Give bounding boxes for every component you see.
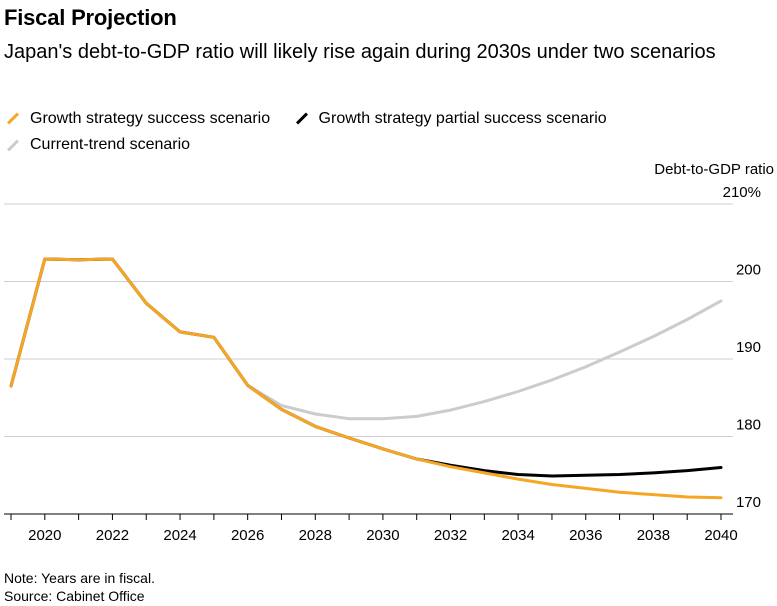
legend-label-success: Growth strategy success scenario — [30, 109, 271, 127]
source-note: Source: Cabinet Office — [4, 588, 145, 604]
y-tick-labels: 210% 200 190 180 170 — [723, 184, 761, 511]
y-tick-label: 200 — [736, 262, 761, 279]
y-tick-label: 210% — [723, 184, 761, 201]
x-tick-label: 2040 — [704, 527, 737, 544]
x-tick-label: 2038 — [637, 527, 670, 544]
x-tick-label: 2026 — [231, 527, 264, 544]
chart-notes: Note: Years are in fiscal. Source: Cabin… — [4, 569, 155, 605]
series-line-2 — [9, 257, 723, 500]
chart-title: Fiscal Projection — [4, 5, 177, 30]
x-tick-label: 2030 — [366, 527, 399, 544]
grid-lines — [4, 203, 733, 437]
x-tick-label: 2024 — [163, 527, 196, 544]
x-tick-label: 2032 — [434, 527, 467, 544]
y-tick-label: 180 — [736, 417, 761, 434]
chart-subtitle: Japan's debt-to-GDP ratio will likely ri… — [4, 41, 716, 63]
x-tick-label: 2036 — [569, 527, 602, 544]
x-axis: 2020 2022 2024 2026 2028 2030 2032 2034 2036 2038… — [4, 513, 738, 544]
x-tick-label: 2022 — [96, 527, 129, 544]
y-tick-label: 170 — [736, 494, 761, 511]
series-lines — [9, 257, 723, 500]
legend-item-partial-success: Growth strategy partial success scenario — [293, 107, 607, 131]
footnote: Note: Years are in fiscal. — [4, 570, 155, 586]
x-tick-label: 2020 — [28, 527, 61, 544]
legend-item-success: Growth strategy success scenario — [4, 107, 270, 131]
chart-legend: Growth strategy success scenario Growth … — [4, 104, 774, 157]
legend-label-partial-success: Growth strategy partial success scenario — [318, 109, 607, 127]
x-tick-label: 2034 — [501, 527, 534, 544]
y-axis-label: Debt-to-GDP ratio — [654, 161, 774, 178]
series-line-0 — [9, 257, 723, 421]
legend-item-current-trend: Current-trend scenario — [4, 133, 190, 157]
legend-label-current-trend: Current-trend scenario — [30, 136, 191, 153]
x-tick-label: 2028 — [299, 527, 332, 544]
y-tick-label: 190 — [736, 339, 761, 356]
